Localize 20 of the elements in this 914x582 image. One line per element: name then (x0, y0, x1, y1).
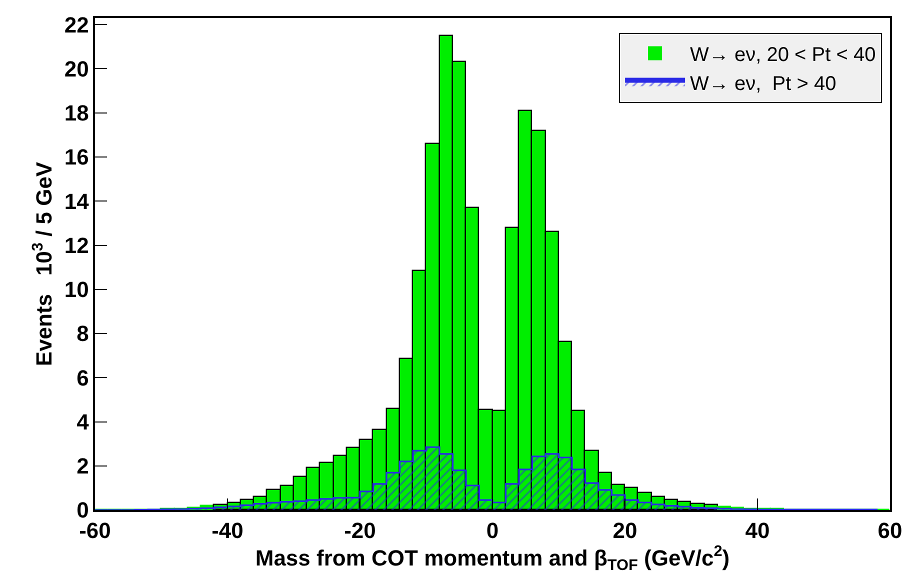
x-tick-label: 60 (878, 518, 902, 544)
y-tick-label: 20 (64, 56, 89, 82)
legend-label: W→ eν, Pt > 40 (690, 73, 836, 96)
y-tick-label: 8 (76, 321, 89, 346)
x-tick-label: -20 (344, 518, 376, 544)
y-tick-label: 4 (76, 409, 90, 434)
x-tick-label: -40 (212, 518, 244, 544)
y-tick-label: 22 (64, 12, 89, 38)
y-tick-label: 18 (64, 100, 89, 126)
y-tick-label: 12 (64, 232, 89, 258)
y-tick-label: 14 (64, 188, 90, 214)
y-tick-label: 16 (64, 144, 89, 170)
x-tick-label: 40 (745, 518, 770, 544)
x-tick-label: 20 (612, 518, 638, 544)
y-tick-label: 6 (76, 365, 89, 390)
y-tick-label: 2 (76, 454, 89, 479)
legend-label: W→ eν, 20 < Pt < 40 (690, 44, 876, 66)
x-axis-title: Mass from COT momentum and β$_{TOF}$ (GeV/c$^{2}$) (255, 543, 730, 574)
y-tick-label: 10 (64, 277, 89, 302)
x-tick-label: 0 (486, 518, 499, 544)
